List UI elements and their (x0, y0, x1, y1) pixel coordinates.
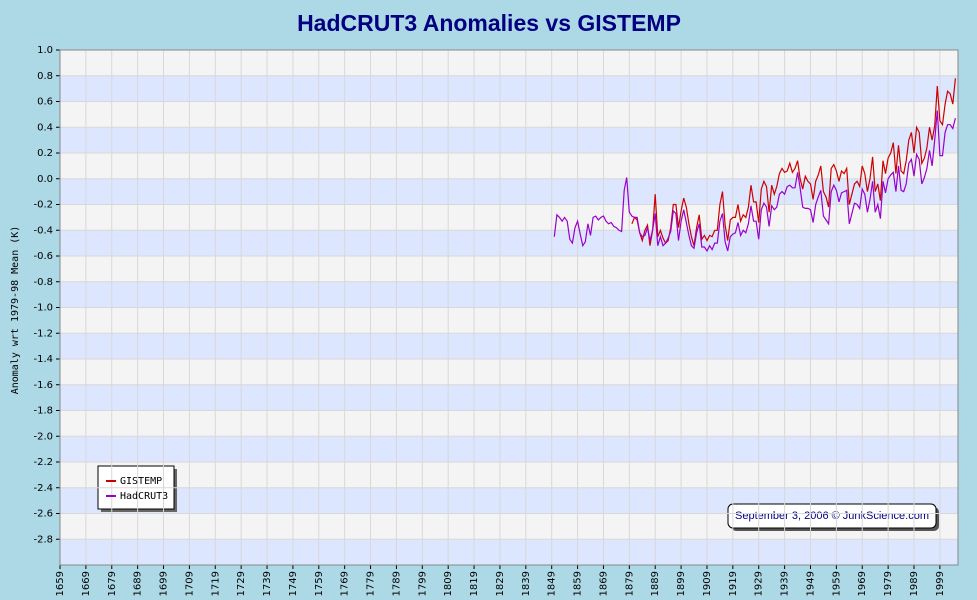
grid-band (60, 539, 958, 565)
x-tick-label: 1659 (55, 571, 66, 596)
y-tick-label: 0.6 (37, 97, 53, 108)
x-tick-label: 1689 (133, 571, 144, 596)
x-tick-label: 1719 (210, 571, 221, 596)
y-tick-label: 0.8 (37, 71, 53, 82)
y-tick-label: -1.2 (33, 328, 53, 339)
x-tick-label: 1989 (909, 571, 920, 596)
annotation: September 3, 2006 © JunkScience.com (735, 510, 929, 522)
grid-band (60, 127, 958, 153)
y-tick-label: -0.8 (33, 277, 53, 288)
x-tick-label: 1779 (366, 571, 377, 596)
series-line (553, 110, 956, 253)
x-tick-label: 1959 (831, 571, 842, 596)
y-tick-label: -0.4 (33, 225, 53, 236)
y-tick-label: -2.4 (33, 483, 53, 494)
x-tick-label: 1939 (780, 571, 791, 596)
x-tick-label: 1969 (857, 571, 868, 596)
y-tick-label: -1.8 (33, 406, 53, 417)
x-tick-label: 1909 (702, 571, 713, 596)
y-tick-label: -2.2 (33, 457, 53, 468)
legend-label: HadCRUT3 (120, 491, 168, 502)
x-tick-label: 1829 (495, 571, 506, 596)
x-tick-label: 1809 (443, 571, 454, 596)
x-tick-label: 1879 (624, 571, 635, 596)
x-tick-label: 1709 (184, 571, 195, 596)
y-tick-label: -0.6 (33, 251, 53, 262)
grid-band (60, 333, 958, 359)
x-tick-label: 1839 (521, 571, 532, 596)
x-tick-label: 1869 (598, 571, 609, 596)
grid-band (60, 281, 958, 308)
y-tick-label: -1.0 (33, 303, 53, 314)
y-tick-label: 1.0 (37, 45, 53, 56)
x-tick-label: 1949 (805, 571, 816, 596)
y-tick-label: -1.6 (33, 380, 53, 391)
y-tick-label: -2.8 (33, 534, 53, 545)
x-tick-label: 1789 (391, 571, 402, 596)
grid-band (60, 436, 958, 462)
x-tick-label: 1929 (754, 571, 765, 596)
x-tick-label: 1889 (650, 571, 661, 596)
x-tick-label: 1679 (107, 571, 118, 596)
grid-band (60, 230, 958, 256)
x-tick-label: 1859 (573, 571, 584, 596)
grid-band (60, 178, 958, 205)
x-tick-label: 1699 (159, 571, 170, 596)
y-tick-label: 0.4 (37, 122, 53, 133)
x-tick-label: 1919 (728, 571, 739, 596)
series-line (631, 78, 956, 246)
x-tick-label: 1999 (935, 571, 946, 596)
legend-label: GISTEMP (120, 476, 162, 487)
x-tick-label: 1849 (547, 571, 558, 596)
y-tick-label: -1.4 (33, 354, 53, 365)
annotation-box (727, 503, 937, 529)
x-tick-label: 1739 (262, 571, 273, 596)
y-tick-label: -0.2 (33, 200, 53, 211)
x-tick-label: 1979 (883, 571, 894, 596)
x-tick-label: 1669 (81, 571, 92, 596)
x-tick-label: 1769 (340, 571, 351, 596)
x-tick-label: 1899 (676, 571, 687, 596)
plot-border (59, 49, 959, 566)
x-tick-label: 1729 (236, 571, 247, 596)
y-tick-label: -2.6 (33, 509, 53, 520)
x-tick-label: 1819 (469, 571, 480, 596)
y-tick-label: 0.0 (37, 174, 53, 185)
x-tick-label: 1749 (288, 571, 299, 596)
grid-band (60, 75, 958, 102)
x-tick-label: 1759 (314, 571, 325, 596)
y-tick-label: 0.2 (37, 148, 53, 159)
x-tick-label: 1799 (417, 571, 428, 596)
chart-title: HadCRUT3 Anomalies vs GISTEMP (297, 10, 681, 36)
y-tick-label: -2.0 (33, 431, 53, 442)
grid-band (60, 384, 958, 411)
y-axis-label: Anomaly wrt 1979-98 Mean (K) (10, 226, 21, 395)
